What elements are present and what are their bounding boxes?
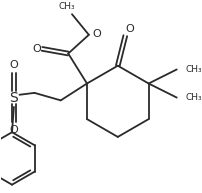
Text: CH₃: CH₃	[184, 65, 201, 74]
Text: O: O	[32, 44, 41, 54]
Text: O: O	[9, 125, 18, 135]
Text: CH₃: CH₃	[59, 2, 75, 11]
Text: CH₃: CH₃	[184, 93, 201, 102]
Text: O: O	[9, 60, 18, 70]
Text: S: S	[9, 91, 18, 105]
Text: O: O	[92, 29, 101, 39]
Text: O: O	[125, 24, 134, 34]
